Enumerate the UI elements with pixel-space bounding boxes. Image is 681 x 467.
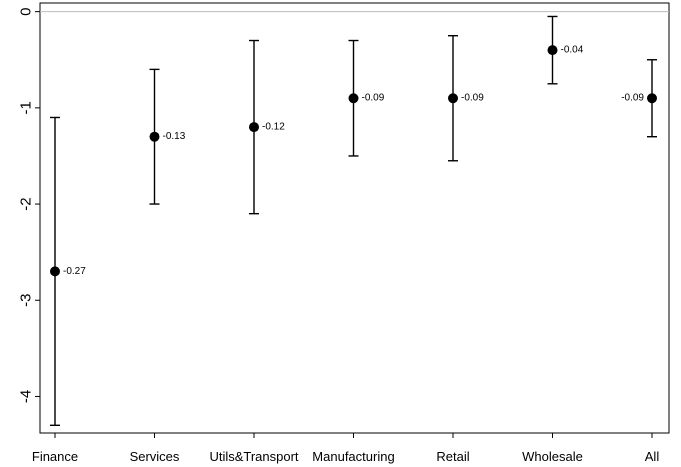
data-point-group: -0.12 (249, 39, 285, 215)
data-point-group: -0.09 (448, 35, 484, 162)
x-tick-label: All (645, 449, 660, 464)
x-tick-label: Manufacturing (312, 449, 394, 464)
x-tick-label: Wholesale (522, 449, 583, 464)
data-point (249, 122, 259, 133)
x-tick-label: Utils&Transport (209, 449, 298, 464)
data-point-group: -0.04 (547, 15, 584, 85)
y-tick-label: -3 (18, 294, 35, 307)
data-point (149, 131, 160, 142)
x-tick-label: Finance (32, 449, 78, 464)
y-tick-label: -1 (18, 101, 35, 114)
data-label: -0.13 (163, 131, 186, 142)
data-point (448, 93, 458, 104)
data-point (348, 93, 359, 104)
data-label: -0.09 (362, 93, 385, 104)
series-points: -0.27 -0.13 -0.12 -0.09 -0.09 -0.04 -0.09 (50, 15, 657, 427)
data-label: -0.27 (63, 266, 86, 277)
x-tick-label: Retail (436, 449, 469, 464)
x-axis: Finance Services Utils&Transport Manufactur… (32, 433, 659, 464)
data-label: -0.09 (461, 93, 484, 104)
data-point-group: -0.09 (348, 39, 385, 157)
x-tick-label: Services (130, 449, 180, 464)
y-tick-label: 0 (18, 7, 35, 15)
plot-frame (39, 2, 670, 434)
data-point (50, 266, 60, 277)
data-point-group: -0.13 (149, 68, 186, 205)
y-tick-label: -4 (18, 390, 35, 403)
data-label: -0.04 (561, 45, 584, 56)
data-label: -0.09 (621, 93, 644, 104)
data-label: -0.12 (262, 122, 285, 133)
data-point-group: -0.09 (621, 59, 657, 138)
data-point (647, 93, 657, 104)
data-point (547, 45, 558, 56)
y-axis: 0 -1 -2 -3 -4 (18, 7, 40, 403)
plot-area (39, 2, 670, 434)
y-tick-label: -2 (18, 197, 35, 210)
data-point-group: -0.27 (50, 116, 86, 427)
